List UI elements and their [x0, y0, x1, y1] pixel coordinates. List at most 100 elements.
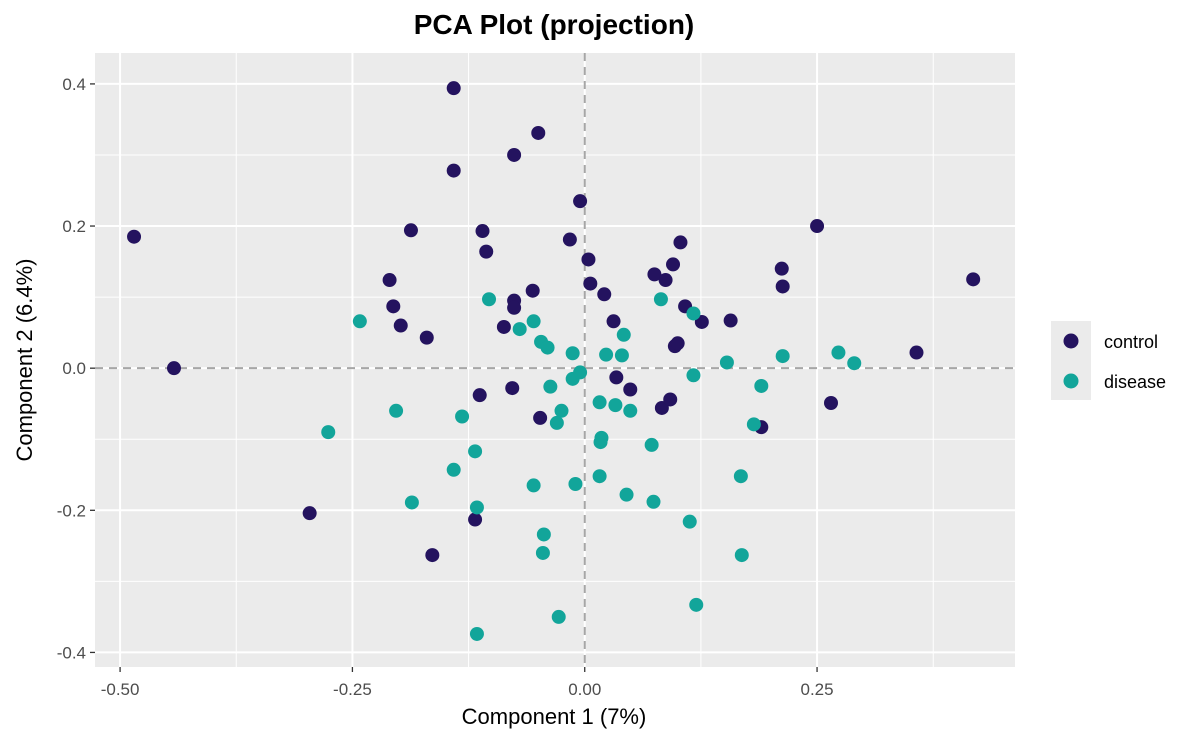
point-control — [533, 410, 548, 425]
point-disease — [775, 349, 790, 364]
point-disease — [543, 379, 558, 394]
point-control — [909, 345, 924, 360]
point-control — [446, 163, 461, 178]
point-disease — [565, 346, 580, 361]
reference-lines — [95, 53, 1015, 667]
point-control — [573, 194, 588, 209]
x-tick-label: 0.00 — [568, 680, 601, 699]
point-disease — [644, 437, 659, 452]
point-disease — [512, 322, 527, 337]
point-disease — [686, 306, 701, 321]
point-disease — [623, 403, 638, 418]
plot-panel — [95, 53, 1015, 667]
point-disease — [469, 500, 484, 515]
point-disease — [616, 327, 631, 342]
point-control — [810, 219, 825, 234]
point-control — [775, 279, 790, 294]
point-disease — [608, 398, 623, 413]
x-tick-label: -0.25 — [333, 680, 372, 699]
point-control — [824, 395, 838, 410]
point-control — [525, 283, 540, 298]
point-control — [505, 381, 520, 396]
x-tick-label: 0.25 — [801, 680, 834, 699]
point-control — [658, 273, 673, 288]
point-disease — [592, 395, 607, 410]
point-disease — [352, 314, 367, 329]
point-disease — [646, 494, 661, 509]
point-disease — [536, 527, 551, 542]
point-control — [597, 287, 612, 302]
point-control — [507, 300, 522, 315]
point-control — [127, 229, 142, 244]
point-control — [446, 81, 461, 96]
y-tick-label: -0.2 — [57, 501, 86, 520]
point-disease — [733, 469, 748, 484]
y-tick-labels: -0.4 -0.2 0.0 0.2 0.4 — [57, 75, 86, 663]
legend-label-disease: disease — [1104, 372, 1166, 392]
point-control — [302, 506, 317, 521]
point-disease — [549, 415, 564, 430]
point-control — [723, 313, 738, 328]
point-disease — [446, 462, 461, 477]
point-disease — [754, 378, 769, 393]
point-control — [663, 392, 678, 407]
legend: control disease — [1051, 321, 1166, 400]
point-control — [670, 336, 685, 351]
point-control — [468, 512, 483, 527]
point-control — [382, 273, 397, 288]
chart-title: PCA Plot (projection) — [414, 9, 695, 40]
point-control — [531, 125, 546, 140]
point-disease — [686, 368, 701, 383]
point-disease — [551, 609, 566, 624]
point-control — [623, 382, 638, 397]
x-tick-label: -0.50 — [101, 680, 140, 699]
point-control — [609, 370, 624, 385]
point-disease — [404, 495, 419, 510]
data-points — [127, 81, 981, 641]
point-control — [666, 257, 681, 272]
point-control — [966, 272, 981, 287]
axis-ticks — [90, 83, 818, 672]
point-disease — [468, 444, 483, 459]
point-disease — [573, 365, 588, 380]
point-disease — [469, 626, 484, 641]
point-disease — [554, 403, 569, 418]
point-disease — [746, 417, 761, 432]
point-control — [393, 318, 408, 333]
point-disease — [455, 409, 470, 424]
x-axis-label: Component 1 (7%) — [462, 704, 647, 729]
point-disease — [526, 314, 541, 329]
point-disease — [689, 597, 704, 612]
point-control — [774, 261, 789, 276]
legend-label-control: control — [1104, 332, 1158, 352]
point-control — [419, 330, 434, 345]
point-disease — [599, 347, 614, 362]
x-tick-labels: -0.50 -0.25 0.00 0.25 — [101, 680, 834, 699]
point-disease — [847, 356, 862, 371]
y-tick-label: 0.2 — [62, 217, 86, 236]
point-control — [425, 548, 440, 563]
point-disease — [594, 430, 609, 445]
point-control — [166, 361, 181, 376]
y-axis-label: Component 2 (6.4%) — [12, 259, 37, 462]
point-control — [386, 299, 401, 314]
point-control — [673, 235, 688, 250]
point-control — [606, 314, 621, 329]
point-disease — [653, 292, 668, 307]
point-disease — [535, 545, 550, 560]
point-control — [507, 147, 522, 162]
point-control — [472, 388, 487, 403]
point-disease — [482, 292, 497, 307]
point-control — [647, 267, 662, 282]
point-disease — [734, 548, 749, 563]
point-disease — [389, 403, 404, 418]
y-tick-label: 0.4 — [62, 75, 86, 94]
point-control — [581, 252, 596, 267]
point-disease — [682, 514, 697, 529]
point-disease — [321, 425, 336, 440]
point-disease — [568, 477, 583, 492]
point-control — [475, 224, 490, 239]
point-control — [479, 244, 494, 259]
point-disease — [540, 340, 555, 355]
